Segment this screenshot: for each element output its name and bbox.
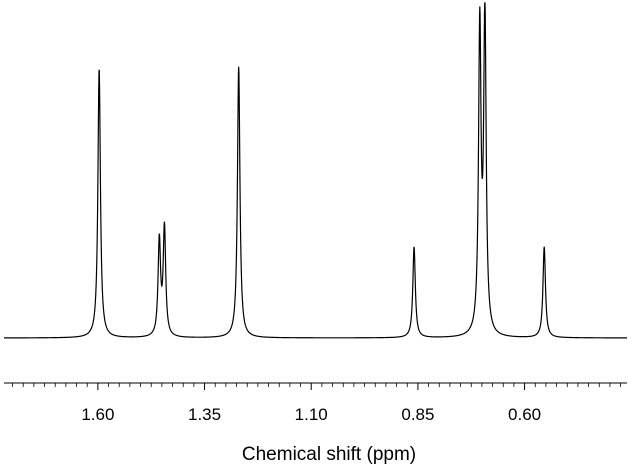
x-tick-label: 1.35 [188, 405, 221, 424]
x-tick-label: 1.10 [295, 405, 328, 424]
x-tick-label: 1.60 [81, 405, 114, 424]
x-tick-label: 0.60 [508, 405, 541, 424]
x-axis: 1.60 1.35 1.10 0.85 0.60 [4, 382, 627, 424]
peak-marker-1 [98, 67, 101, 70]
spectrum-trace [4, 2, 627, 339]
plot-area [4, 2, 627, 339]
x-tick-label: 0.85 [401, 405, 434, 424]
x-axis-title: Chemical shift (ppm) [242, 444, 416, 465]
